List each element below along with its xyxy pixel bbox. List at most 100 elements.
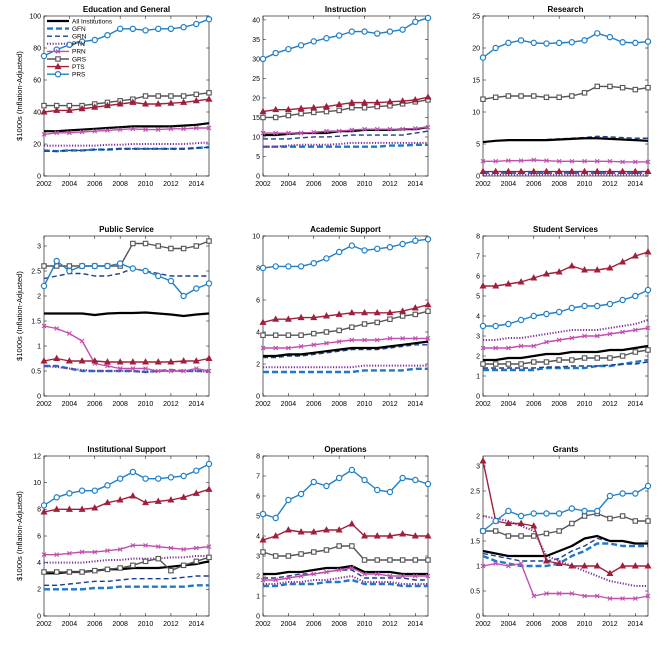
x-tick-label: 2012: [163, 401, 179, 408]
legend-entry-prn: PRN: [47, 49, 86, 56]
data-point-prs: [479, 527, 487, 535]
data-point-prn: [425, 336, 431, 341]
data-point-prn: [193, 125, 199, 131]
data-point-prn: [54, 552, 60, 558]
y-tick-label: 8: [256, 265, 260, 272]
data-point-prs: [594, 507, 601, 515]
series-line-ptn: [44, 555, 209, 564]
data-point-pts: [284, 315, 292, 322]
data-point-prn: [54, 326, 60, 331]
y-tick-label: 0.5: [31, 368, 41, 375]
y-tick-label: 6: [256, 297, 260, 304]
series-prn: [260, 336, 431, 351]
data-point-prs: [78, 38, 86, 45]
series-ptn: [44, 141, 210, 147]
data-point-prs: [66, 490, 73, 497]
data-point-grs: [543, 359, 550, 365]
data-point-prs: [412, 237, 419, 244]
data-point-prs: [310, 260, 317, 267]
data-point-pts: [180, 493, 188, 500]
data-point-pts: [581, 167, 589, 175]
data-point-prs: [297, 490, 305, 498]
data-point-prn: [181, 126, 187, 132]
data-point-pts: [129, 358, 137, 365]
series-prs: [479, 286, 652, 330]
series-ptn: [44, 555, 209, 564]
data-point-pts: [78, 505, 86, 512]
data-point-grs: [374, 557, 380, 563]
data-point-pts: [644, 248, 652, 255]
data-point-pts: [103, 101, 111, 109]
data-point-prs: [40, 282, 48, 290]
series-grn: [263, 569, 428, 581]
data-point-pts: [399, 97, 407, 104]
legend-entry-prs: PRS: [47, 70, 86, 79]
series-grn: [44, 146, 210, 152]
data-point-prn: [285, 575, 291, 581]
data-point-prs: [129, 25, 137, 32]
data-point-pts: [424, 532, 432, 539]
series-line-grs: [44, 240, 210, 267]
data-point-prs: [581, 37, 588, 44]
panel-instruction: Instruction 0 5 10 15 20 25 30 35 40 2002 2004 2006 2…: [252, 5, 432, 188]
data-point-grs: [594, 355, 600, 361]
data-point-prs: [517, 316, 525, 324]
data-point-prn: [285, 130, 291, 136]
data-point-grs: [518, 361, 524, 367]
data-point-grs: [130, 562, 136, 569]
data-point-pts: [504, 167, 512, 175]
data-point-grs: [260, 114, 266, 121]
series-prs: [259, 235, 432, 272]
data-point-grs: [117, 565, 123, 571]
data-point-pts: [348, 98, 356, 106]
data-point-grs: [168, 245, 174, 252]
data-point-pts: [310, 528, 318, 535]
x-tick-label: 2008: [331, 621, 347, 628]
data-point-pts: [361, 98, 369, 106]
data-point-prn: [143, 127, 148, 132]
data-point-pts: [53, 505, 61, 512]
data-point-prs: [386, 488, 394, 496]
data-point-prs: [386, 28, 394, 35]
x-tick-label: 2008: [112, 621, 128, 628]
y-tick-label: 1.5: [470, 538, 480, 545]
data-point-prn: [594, 158, 600, 164]
data-point-prn: [505, 345, 511, 351]
data-point-prn: [400, 336, 406, 341]
x-tick-label: 2006: [526, 181, 542, 188]
data-point-prs: [530, 510, 537, 517]
data-point-pts: [361, 308, 369, 316]
data-point-prn: [260, 130, 266, 136]
x-tick-label: 2002: [36, 621, 52, 628]
data-point-grs: [323, 329, 330, 335]
y-tick-label: 80: [33, 45, 41, 52]
data-point-pts: [373, 308, 381, 316]
y-tick-label: 12: [33, 453, 41, 460]
data-point-pts: [644, 167, 652, 175]
series-all-institutions: [263, 564, 428, 576]
series-all-institutions: [482, 137, 649, 144]
series-line-prs: [262, 17, 429, 60]
data-point-pts: [361, 532, 369, 539]
data-point-pts: [322, 526, 330, 533]
data-point-grs: [645, 347, 651, 353]
y-tick-label: 60: [33, 77, 41, 84]
data-point-pts: [154, 358, 162, 365]
series-ptn: [482, 515, 648, 587]
data-point-prn: [412, 336, 418, 341]
data-point-pts: [411, 96, 419, 103]
y-tick-label: 0: [476, 613, 480, 620]
data-point-prs: [581, 302, 588, 310]
data-point-grs: [412, 557, 419, 563]
series-line-grn: [263, 344, 428, 359]
data-point-prs: [155, 272, 162, 280]
data-point-prs: [116, 475, 124, 482]
data-point-pts: [192, 96, 200, 104]
y-tick-label: 4: [476, 313, 480, 320]
data-point-prn: [130, 542, 136, 548]
data-point-prs: [180, 472, 187, 480]
data-point-prn: [130, 366, 136, 371]
data-point-prn: [505, 158, 511, 164]
data-point-prs: [348, 28, 356, 35]
data-point-prs: [619, 296, 626, 304]
